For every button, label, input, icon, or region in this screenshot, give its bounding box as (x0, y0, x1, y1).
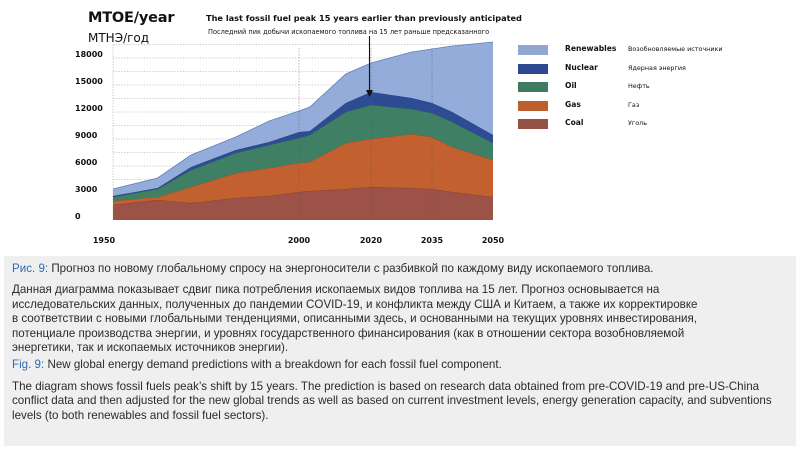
figure-label-ru: Рис. 9: (12, 262, 49, 275)
legend-swatch-nuclear (518, 63, 548, 74)
x-tick-label: 2000 (288, 236, 311, 245)
caption-line: conflict data and then adjusted for the … (12, 394, 772, 408)
chart-title-ru: Последний пик добычи ископаемого топлива… (208, 28, 490, 36)
area-layers (112, 41, 494, 220)
figure-title-ru: Прогноз по новому глобальному спросу на … (48, 262, 654, 275)
x-tick-label: 2035 (421, 236, 444, 245)
caption-line: потенциале производства энергии, и уровн… (12, 326, 685, 340)
y-tick-label: 12000 (75, 104, 103, 113)
area-coal (113, 187, 493, 220)
legend-label-ru: Газ (628, 100, 640, 109)
legend-label-en: Gas (565, 99, 581, 109)
legend-label-ru: Возобновляемые источники (628, 45, 723, 53)
y-tick-label: 9000 (75, 131, 98, 140)
x-tick-label: 2020 (360, 236, 383, 245)
y-tick-label: 18000 (75, 50, 103, 59)
chart-title-en: The last fossil fuel peak 15 years earli… (206, 13, 522, 23)
legend-swatch-gas (518, 100, 548, 111)
caption-line: в соответствии с новыми глобальными тенд… (12, 312, 697, 326)
legend-label-en: Coal (565, 118, 584, 127)
area-gas (113, 134, 493, 205)
area-oil (113, 105, 493, 201)
legend-label-ru: Нефть (628, 82, 650, 90)
y-tick-label: 15000 (75, 77, 103, 86)
caption-line: Данная диаграмма показывает сдвиг пика п… (12, 283, 660, 297)
arrow-head (366, 90, 373, 97)
caption-title-en: Fig. 9: New global energy demand predict… (12, 358, 788, 372)
y-tick-label: 6000 (75, 158, 98, 167)
legend-swatch-coal (518, 119, 548, 129)
caption-line: исследовательских данных, полученных до … (12, 297, 698, 311)
legend-swatch-renewables (518, 45, 548, 55)
legend-label-ru: Уголь (628, 119, 648, 127)
caption-body-en: The diagram shows fossil fuels peak’s sh… (12, 380, 788, 423)
x-axis-ticks: 1950 2000 2020 2035 2050 (93, 236, 505, 245)
x-tick-label: 2050 (482, 236, 505, 245)
stacked-area-chart: 0 3000 6000 9000 12000 15000 18000 1950 2000 202… (75, 36, 505, 245)
caption-title-ru: Рис. 9: Прогноз по новому глобальному сп… (12, 262, 788, 276)
y-axis-unit-ru: МТНЭ/год (88, 31, 150, 45)
y-axis-unit-en: MTOE/year (88, 10, 175, 26)
y-tick-label: 3000 (75, 185, 98, 194)
caption-line: The diagram shows fossil fuels peak’s sh… (12, 379, 760, 393)
legend-swatch-oil (518, 82, 548, 92)
figure-label-en: Fig. 9: (12, 358, 45, 372)
y-tick-label: 0 (75, 212, 81, 221)
peak-arrow-annotation (366, 36, 373, 97)
x-tick-label: 1950 (93, 236, 116, 245)
legend-label-en: Renewables (565, 44, 617, 53)
legend-label-ru: Ядерная энергия (628, 63, 686, 72)
caption-body-ru: Данная диаграмма показывает сдвиг пика п… (12, 283, 788, 355)
caption-line: levels (to both renewables and fossil fu… (12, 408, 269, 422)
caption-line: энергетики, так и ископаемых источников … (12, 341, 289, 355)
area-renewables (113, 42, 493, 196)
figure-title-en: New global energy demand predictions wit… (44, 358, 502, 372)
legend-label-en: Nuclear (565, 62, 598, 72)
figure-caption: Рис. 9: Прогноз по новому глобальному сп… (4, 256, 796, 446)
y-axis-ticks: 0 3000 6000 9000 12000 15000 18000 (75, 50, 103, 221)
legend-label-en: Oil (565, 81, 577, 90)
